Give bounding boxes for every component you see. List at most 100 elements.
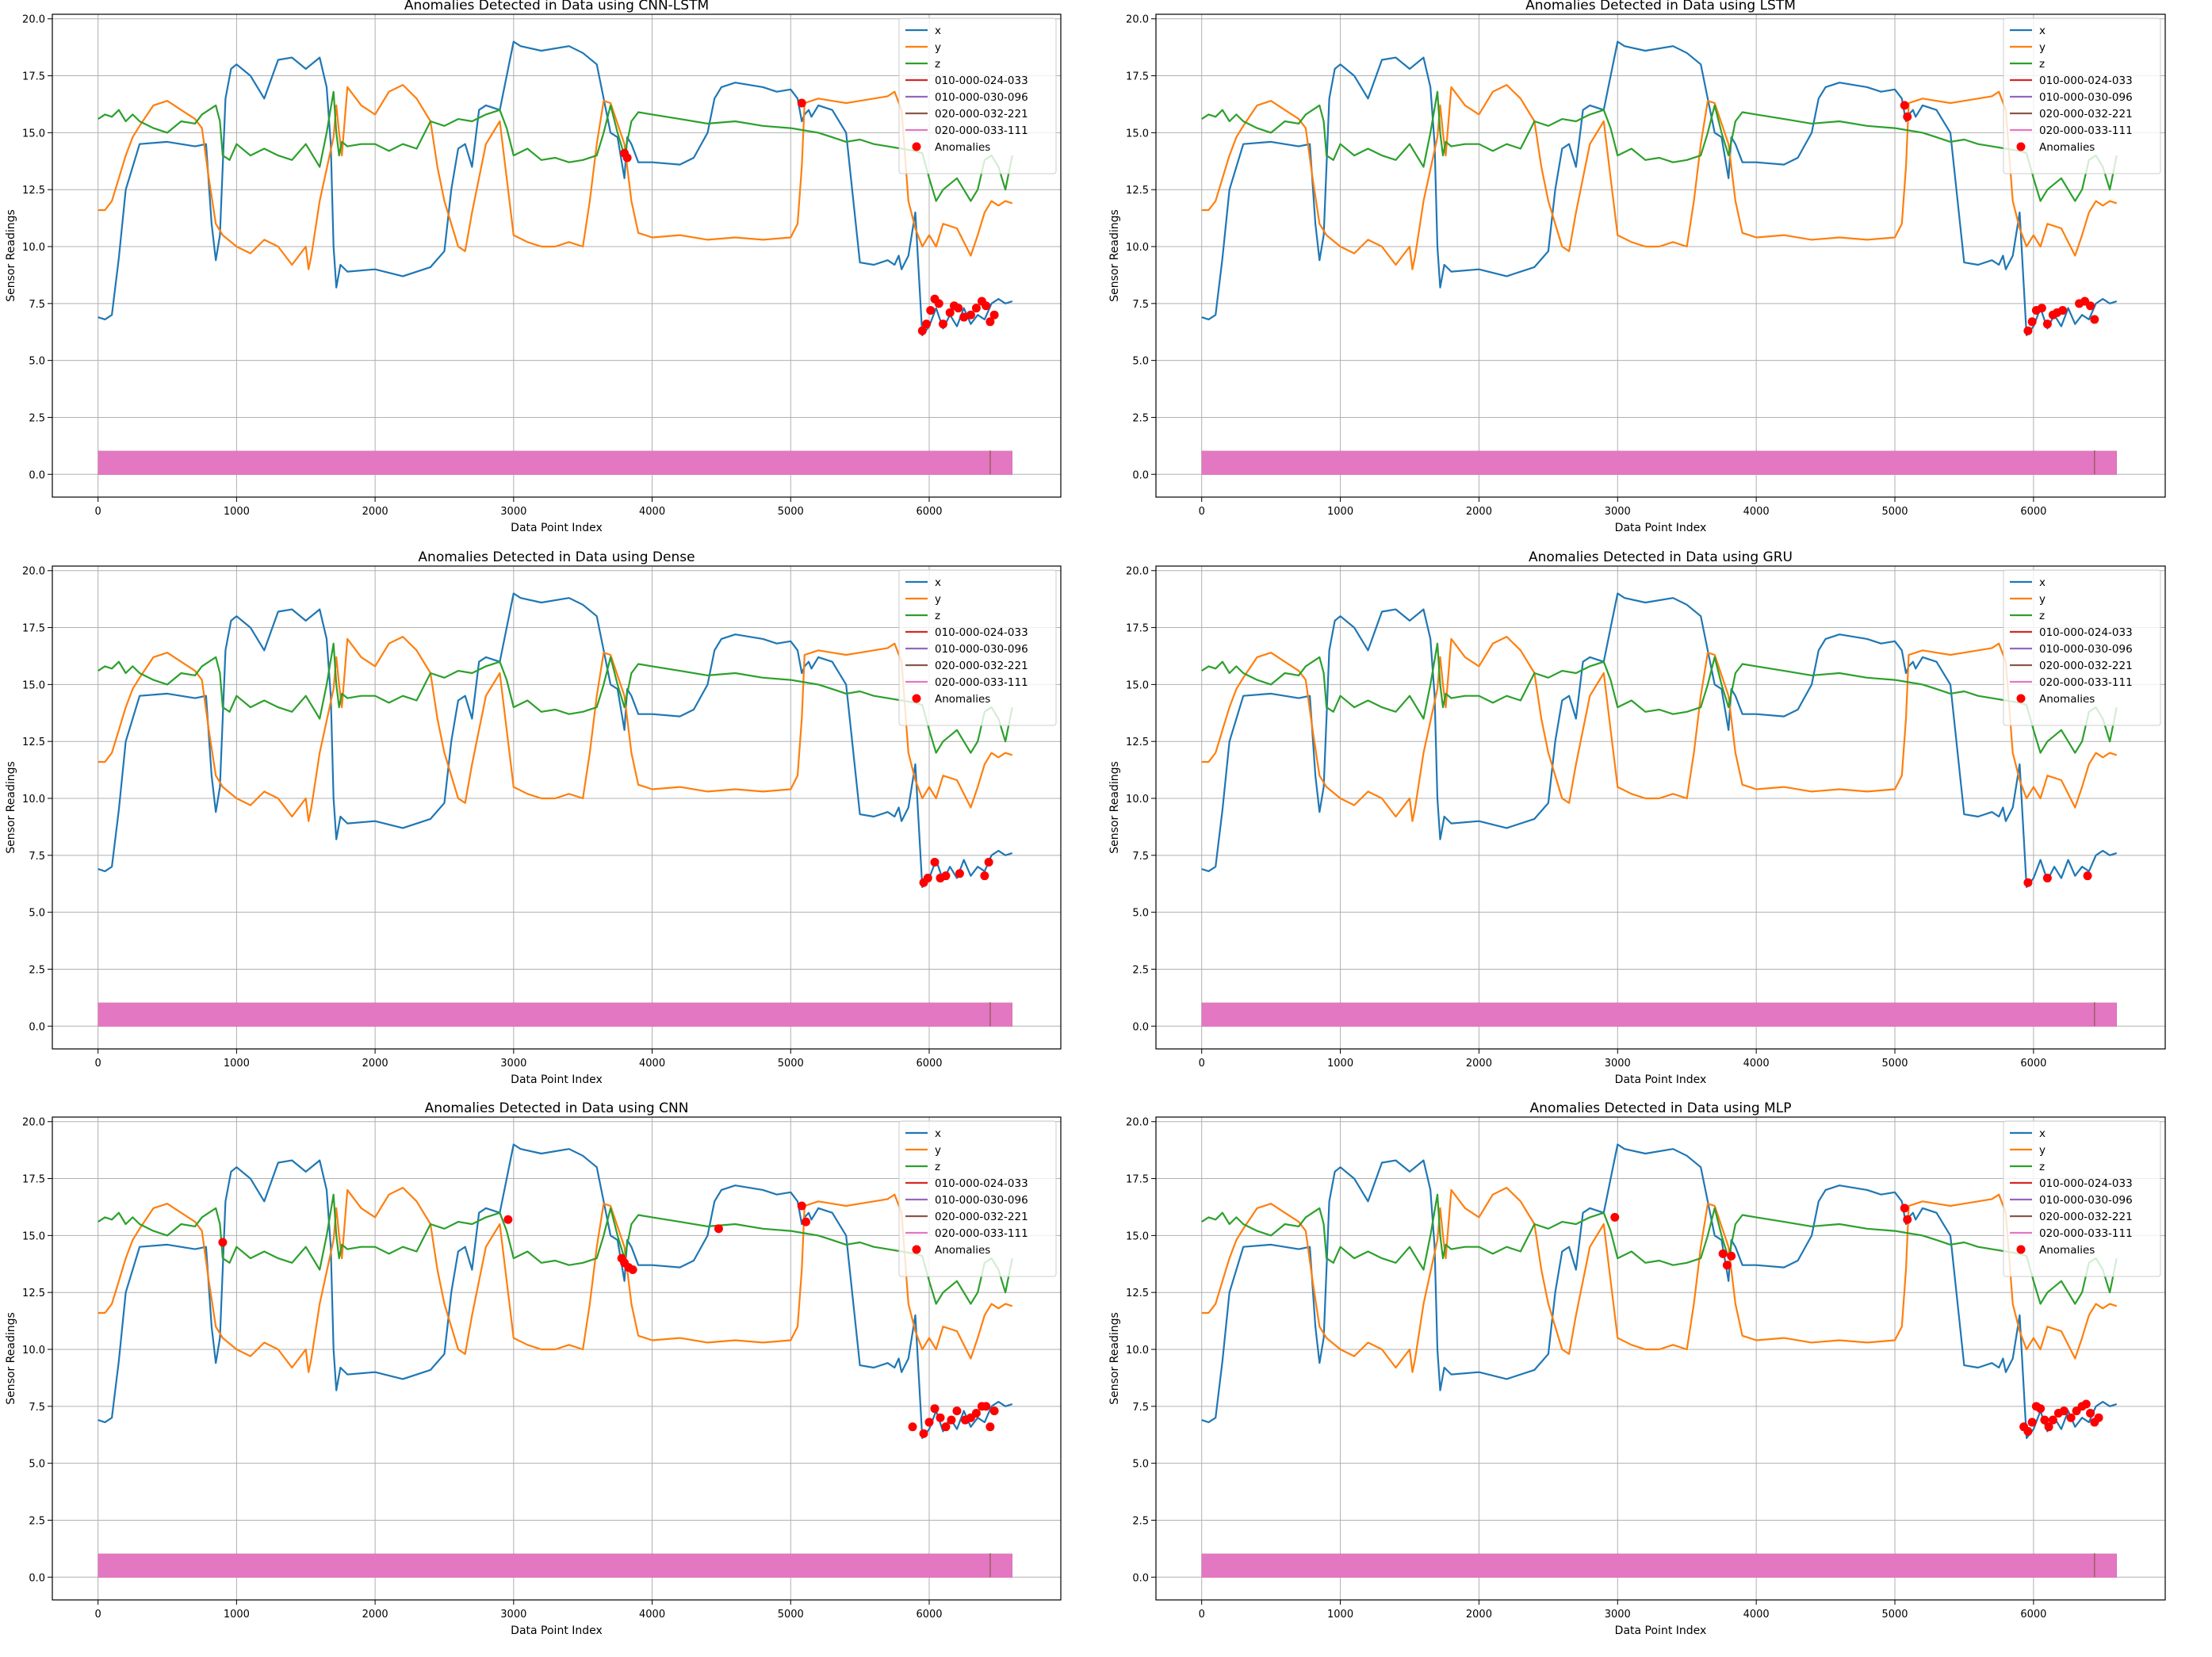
x-tick-label: 3000 (1605, 1058, 1631, 1070)
legend-item-010-000-030-096: 010-000-030-096 (905, 91, 1028, 104)
legend-item-anomalies: Anomalies (2016, 693, 2095, 706)
x-tick-label: 1000 (1327, 1058, 1353, 1070)
anomaly-point (1903, 112, 1912, 121)
legend-label: y (935, 41, 941, 54)
legend-label: z (2039, 610, 2045, 622)
axes-frame (1155, 13, 2166, 498)
legend-label: z (935, 610, 940, 622)
y-tick-label: 12.5 (1126, 737, 1149, 748)
x-tick-label: 3000 (1605, 1609, 1631, 1621)
legend-label: x (2039, 576, 2046, 589)
chart-title: Anomalies Detected in Data using Dense (418, 549, 695, 565)
legend-label: 010-000-024-033 (2039, 626, 2133, 639)
legend-label: Anomalies (935, 1244, 990, 1257)
x-tick-label: 5000 (1881, 1609, 1908, 1621)
anomaly-point (954, 304, 963, 313)
legend-label: x (2039, 1127, 2046, 1140)
x-tick-label: 6000 (916, 1058, 942, 1070)
anomaly-point (1900, 101, 1909, 110)
legend-box (898, 17, 1057, 174)
x-tick-label: 5000 (778, 506, 804, 518)
legend-label: y (935, 593, 941, 606)
legend-item-020-000-032-221: 020-000-032-221 (905, 1211, 1028, 1223)
legend-item-020-000-032-221: 020-000-032-221 (905, 108, 1028, 121)
legend-label: Anomalies (2039, 1244, 2095, 1257)
x-tick-label: 2000 (362, 506, 388, 518)
anomaly-point (2059, 1406, 2068, 1416)
chart-panel-2: 0 1000 2000 3000 4000 5000 6000 0.0 2.5 5.0 7.5 10.… (1108, 0, 2166, 534)
legend-item-y: y (2010, 41, 2046, 54)
x-tick-label: 2000 (362, 1609, 388, 1621)
y-tick-label: 0.0 (1132, 1021, 1149, 1033)
anomaly-point (923, 874, 932, 883)
y-tick-label: 17.5 (1126, 623, 1149, 635)
x-tick-label: 4000 (1743, 506, 1770, 518)
anomaly-point (1903, 1215, 1912, 1224)
anomaly-point (2066, 1413, 2076, 1422)
x-tick-label: 2000 (1466, 1609, 1492, 1621)
y-tick-label: 7.5 (29, 1402, 45, 1414)
x-tick-label: 5000 (1881, 1058, 1908, 1070)
axes-frame (1155, 565, 2166, 1050)
anomaly-point (2037, 304, 2046, 313)
series-y (1201, 1186, 2118, 1373)
anomaly-point (2048, 1415, 2057, 1425)
legend-label: 020-000-033-111 (935, 676, 1028, 689)
x-tick-label: 4000 (1743, 1058, 1770, 1070)
legend-label: 010-000-024-033 (2039, 1177, 2133, 1190)
series-y (98, 635, 1013, 822)
y-tick-label: 2.5 (1132, 964, 1149, 976)
legend-label: Anomalies (2039, 693, 2095, 706)
legend: xyz 010-000-024-033 010-000-030-096 020-000… (898, 569, 1057, 726)
x-tick-label: 5000 (1881, 506, 1908, 518)
y-tick-label: 20.0 (22, 1117, 45, 1129)
y-tick-label: 15.0 (1126, 1230, 1149, 1242)
anomaly-point (2027, 1418, 2037, 1427)
y-tick-label: 15.0 (22, 128, 45, 140)
legend-label: 010-000-024-033 (935, 75, 1028, 87)
legend-item-010-000-030-096: 010-000-030-096 (2010, 91, 2133, 104)
legend-label: z (935, 1161, 940, 1173)
axes-frame (1155, 1116, 2166, 1601)
axes-frame (52, 13, 1062, 498)
anomaly-point (971, 304, 981, 313)
anomaly-point (941, 1422, 951, 1432)
legend-label: x (935, 1127, 941, 1140)
y-tick-label: 2.5 (1132, 1515, 1149, 1527)
legend-item-anomalies: Anomalies (912, 141, 990, 154)
legend-label: Anomalies (2039, 141, 2095, 154)
chart-title: Anomalies Detected in Data using MLP (1530, 1100, 1792, 1116)
x-tick-label: 3000 (1605, 506, 1631, 518)
x-tick-label: 0 (95, 506, 101, 518)
legend: xyz 010-000-024-033 010-000-030-096 020-000… (2003, 569, 2161, 726)
legend-item-010-000-030-096: 010-000-030-096 (905, 643, 1028, 656)
y-tick-label: 10.0 (22, 794, 45, 806)
x-tick-label: 1000 (1327, 1609, 1353, 1621)
legend-box (898, 1120, 1057, 1277)
y-tick-label: 7.5 (1132, 851, 1149, 863)
x-tick-label: 5000 (778, 1609, 804, 1621)
legend-item-x: x (905, 25, 941, 37)
y-tick-label: 15.0 (22, 679, 45, 691)
y-axis-label: Sensor Readings (5, 761, 17, 854)
y-tick-label: 10.0 (22, 242, 45, 254)
y-tick-label: 10.0 (1126, 794, 1149, 806)
x-tick-label: 2000 (1466, 1058, 1492, 1070)
legend-label: 010-000-030-096 (2039, 1194, 2133, 1207)
legend-label: 020-000-032-221 (935, 108, 1028, 121)
x-tick-label: 1000 (224, 506, 250, 518)
series-anomalies (2023, 871, 2092, 887)
anomaly-point (797, 1201, 806, 1211)
y-axis-label: Sensor Readings (1108, 209, 1121, 302)
series-y (1201, 635, 2118, 822)
x-tick-label: 2000 (1466, 506, 1492, 518)
legend-label: 020-000-033-111 (2039, 124, 2133, 137)
legend-item-020-000-032-221: 020-000-032-221 (905, 660, 1028, 672)
series-x (1201, 40, 2118, 337)
legend-box (2003, 1120, 2161, 1277)
axes-frame (52, 1116, 1062, 1601)
legend-item-z: z (905, 58, 940, 71)
anomaly-point (2086, 301, 2095, 311)
x-tick-label: 4000 (639, 506, 665, 518)
legend-item-020-000-033-111: 020-000-033-111 (2010, 1227, 2133, 1240)
